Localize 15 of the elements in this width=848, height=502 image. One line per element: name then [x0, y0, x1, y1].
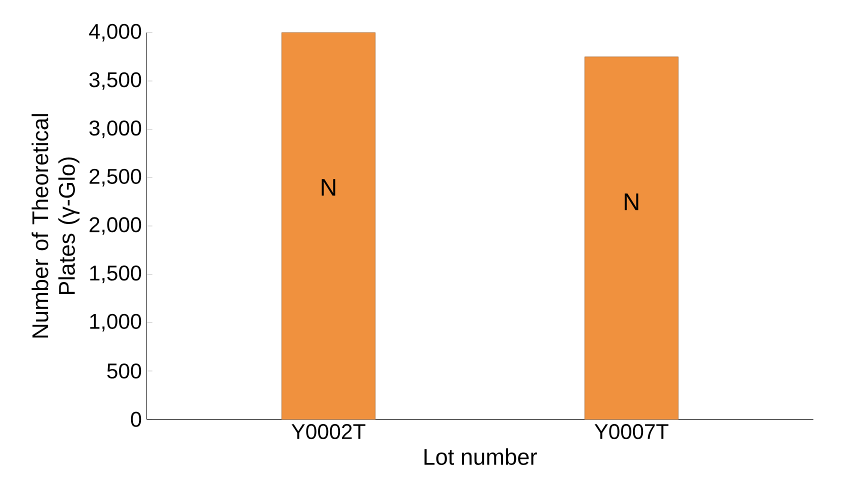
y-tick-label: 1,000	[90, 314, 142, 332]
y-tick-label: 2,000	[90, 217, 142, 235]
annotation: N	[322, 179, 336, 196]
y-tick-label: 1,500	[90, 266, 142, 284]
x-tick-label: Y0002T	[292, 424, 366, 440]
annotation: N	[624, 194, 638, 210]
y-tick-label: 500	[107, 363, 142, 379]
x-axis-title: Lot number	[424, 448, 537, 465]
y-tick-label: 3,000	[89, 120, 142, 138]
y-tick-label: 4,000	[89, 24, 142, 42]
x-tick-label: Y0007T	[594, 424, 668, 440]
y-axis-title: Number of Theoretical Plates (γ-Glo)	[32, 114, 80, 338]
y-tick-label: 3,500	[89, 72, 142, 90]
y-tick-label: 2,500	[90, 168, 142, 186]
y-tick-label: 0	[130, 412, 142, 427]
